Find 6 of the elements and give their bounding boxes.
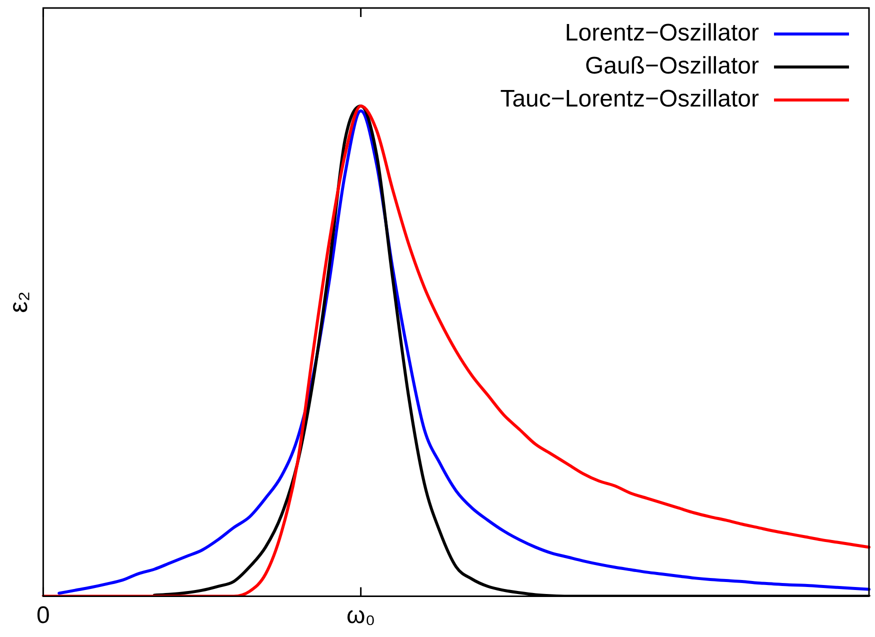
legend-label: Lorentz−Oszillator bbox=[564, 20, 759, 47]
legend-label: Gauß−Oszillator bbox=[584, 52, 760, 80]
legend-label: Tauc−Lorentz−Oszillator bbox=[500, 86, 760, 113]
y-axis-title: ε₂ bbox=[2, 291, 33, 313]
x-tick-label: ω₀ bbox=[346, 602, 376, 630]
x-tick-label: 0 bbox=[36, 602, 50, 630]
